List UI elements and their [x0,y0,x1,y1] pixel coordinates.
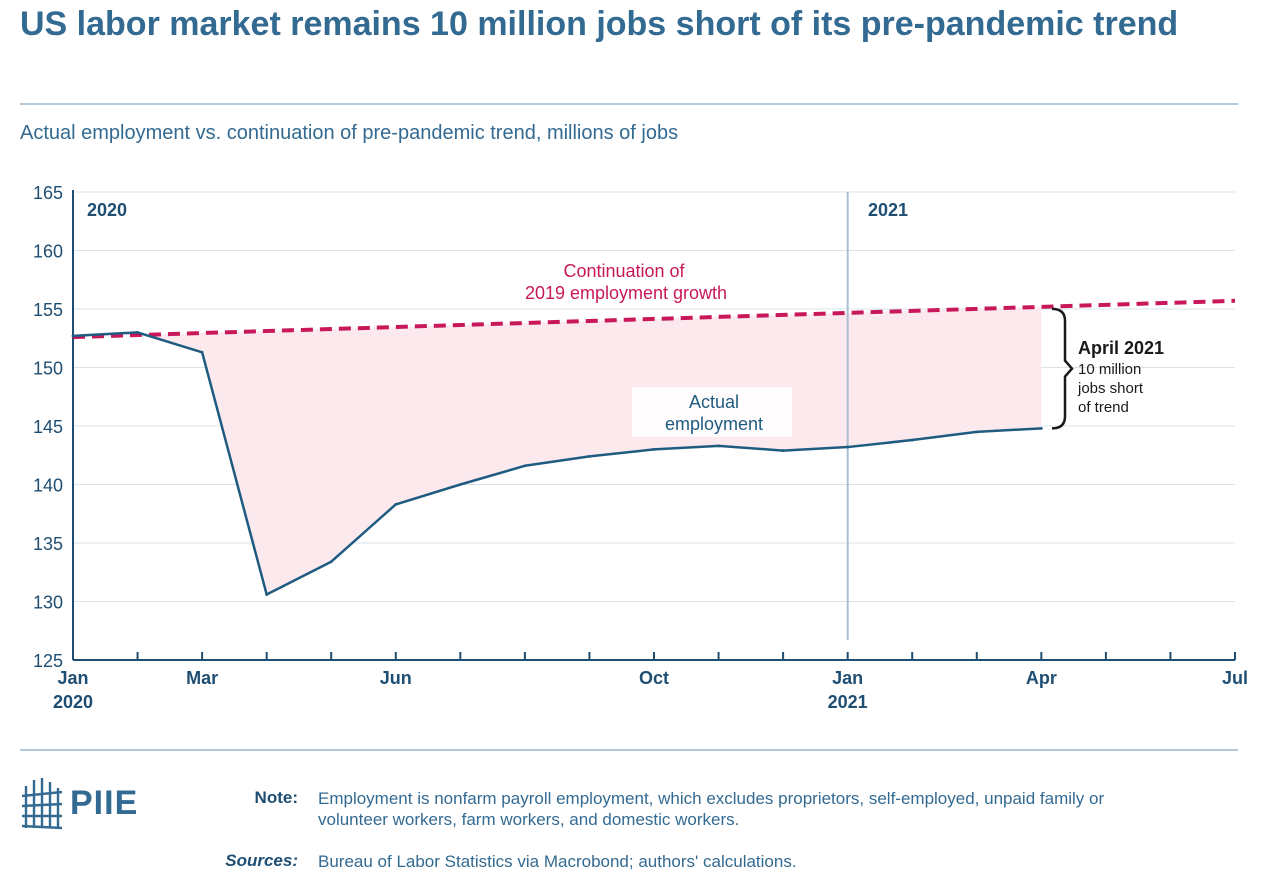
actual-point-2021-03 [975,430,979,434]
actual-point-2021-02 [910,438,914,442]
actual-point-2020-03 [200,350,204,354]
footer-divider [20,749,1238,751]
title-divider [20,103,1238,105]
sources-row: Sources: Bureau of Labor Statistics via M… [200,851,1158,872]
x-tick-label-year-2020-01: 2020 [53,692,93,712]
y-tick-label-135: 135 [33,534,63,554]
x-tick-label-2020-01: Jan [57,668,88,688]
gap-bracket [1051,307,1074,430]
trend-series-label-line2: 2019 employment growth [525,283,727,303]
gap-annotation-line-2: jobs short [1077,380,1144,397]
actual-point-2021-01 [846,445,850,449]
x-tick-label-2021-07: Jul [1222,668,1248,688]
gap-annotation-line-1: 10 million [1078,361,1141,378]
actual-label-backdrop [632,387,792,437]
chart-title: US labor market remains 10 million jobs … [20,5,1179,43]
sources-label: Sources: [225,851,298,870]
note-row: Note: Employment is nonfarm payroll emplo… [200,788,1158,830]
employment-gap-area [73,306,1042,595]
building-icon [21,778,63,830]
actual-point-2020-06 [394,502,398,506]
actual-point-2020-11 [717,444,720,448]
x-tick-label-2021-01: Jan [832,668,863,688]
period-label-2021: 2021 [868,200,908,220]
gap-annotation-line-3: of trend [1078,399,1129,416]
x-tick-label-year-2021-01: 2021 [828,692,868,712]
x-tick-label-2020-03: Mar [186,668,218,688]
y-tick-label-125: 125 [33,651,63,671]
actual-point-2020-01 [71,334,75,338]
piie-logo: PIIE [20,776,138,830]
employment-chart: 125 130 135 140 145 150 155 160 165 Jan 2020 Mar Jun… [33,183,1248,712]
y-tick-label-150: 150 [33,359,63,379]
trend-series-label-line1: Continuation of [563,261,685,281]
actual-point-2020-08 [523,464,527,468]
y-tick-label-160: 160 [33,242,63,262]
actual-point-2020-12 [781,449,785,452]
actual-point-2020-04 [265,593,269,596]
actual-series-line [72,331,1042,596]
actual-point-2020-10 [652,448,656,451]
gap-annotation-title: April 2021 [1078,338,1164,358]
y-tick-label-130: 130 [33,593,63,613]
y-tick-label-165: 165 [33,183,63,203]
actual-point-2020-07 [458,483,462,486]
sources-text: Bureau of Labor Statistics via Macrobond… [318,852,797,871]
actual-point-2021-04 [1039,426,1043,430]
chart-subtitle: Actual employment vs. continuation of pr… [20,122,679,144]
x-tick-label-2020-10: Oct [639,668,669,688]
note-text: Employment is nonfarm payroll employment… [318,789,1105,829]
actual-point-2020-09 [588,455,591,458]
actual-point-2020-02 [136,331,139,334]
note-label: Note: [254,788,298,807]
logo-wordmark: PIIE [70,783,139,822]
actual-point-2020-05 [329,560,333,564]
actual-series-label-line2: employment [665,414,763,434]
trend-series-line [72,298,1236,340]
x-tick-label-2020-06: Jun [380,668,412,688]
y-tick-label-145: 145 [33,417,63,437]
actual-series-label-line1: Actual [689,392,739,412]
period-label-2020: 2020 [87,200,127,220]
x-tick-label-2021-04: Apr [1026,668,1057,688]
y-tick-label-155: 155 [33,300,63,320]
y-tick-label-140: 140 [33,476,63,496]
